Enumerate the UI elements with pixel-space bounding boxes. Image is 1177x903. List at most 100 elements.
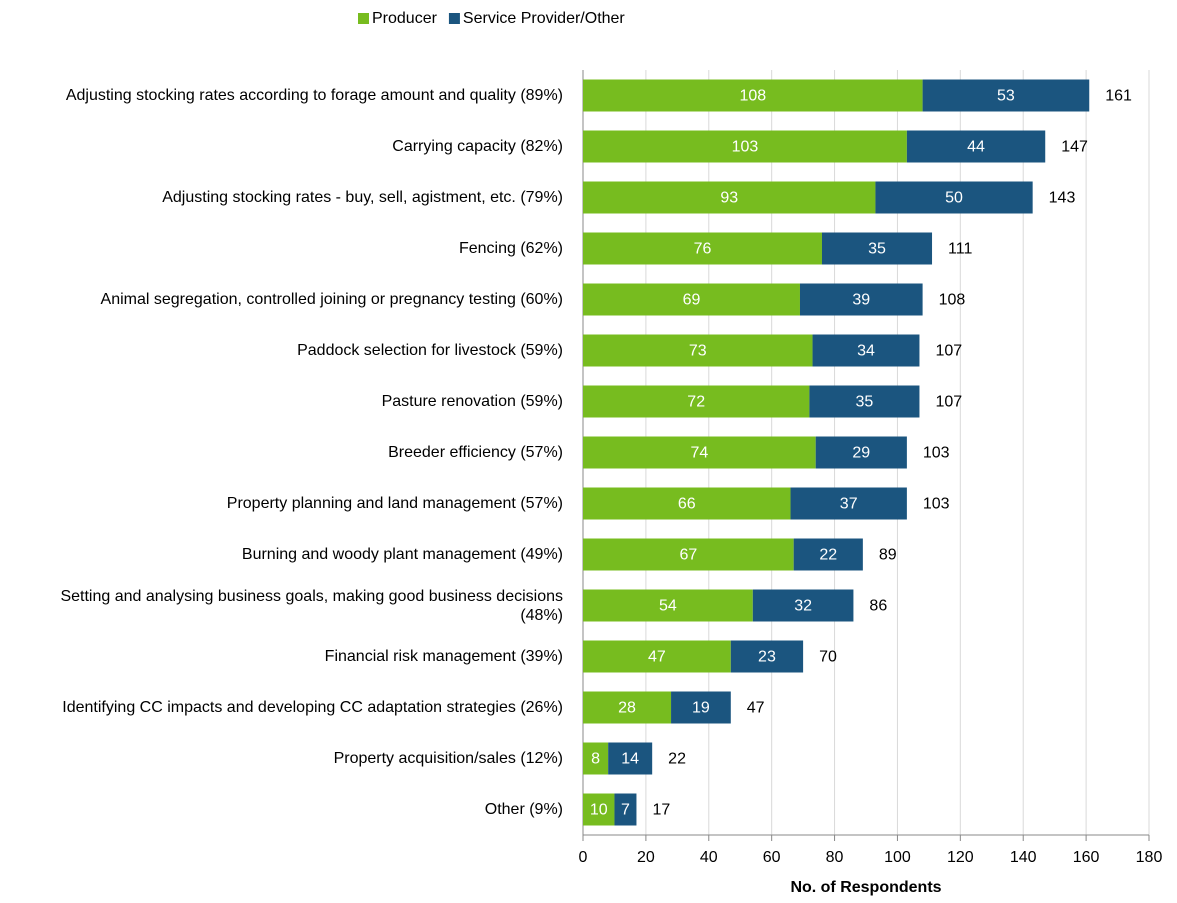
total-label: 103 [923,445,950,462]
x-axis-title: No. of Respondents [790,879,941,896]
category-text: Property planning and land management (5… [226,495,563,512]
category-text: Animal segregation, controlled joining o… [100,291,563,308]
category-text: Other (9%) [484,801,563,818]
legend-swatch [448,13,460,24]
bar [815,436,907,469]
bar [583,232,822,265]
y-tick-label: Property planning and land management (5… [0,478,563,529]
value-label: 67 [679,547,697,564]
bar [799,283,923,316]
total-label: 108 [939,292,966,309]
category-text: Carrying capacity (82%) [392,138,563,155]
bar [583,793,615,826]
category-text: Property acquisition/sales (12%) [333,750,563,767]
y-tick-label: Adjusting stocking rates according to fo… [0,70,563,121]
value-label: 74 [690,445,708,462]
total-label: 86 [869,598,887,615]
value-label: 10 [590,802,608,819]
value-label: 44 [967,139,985,156]
y-tick-label: Identifying CC impacts and developing CC… [0,682,563,733]
category-text: Financial risk management (39%) [324,648,563,665]
bar [793,538,863,571]
bar [812,334,920,367]
bar [583,283,800,316]
category-text: Burning and woody plant management (49%) [241,546,563,563]
total-label: 103 [923,496,950,513]
total-label: 89 [879,547,897,564]
y-tick-label: Pasture renovation (59%) [0,376,563,427]
y-tick-label: Financial risk management (39%) [0,631,563,682]
bar [583,691,672,724]
value-label: 76 [694,241,712,258]
total-label: 22 [668,751,686,768]
x-tick-label: 20 [637,849,655,866]
value-label: 29 [852,445,870,462]
x-tick-label: 60 [763,849,781,866]
value-label: 50 [945,190,963,207]
legend-swatch [358,13,369,24]
bar [875,181,1033,214]
value-label: 19 [692,700,710,717]
category-text: Pasture renovation (59%) [381,393,563,410]
value-label: 73 [689,343,707,360]
value-label: 35 [856,394,874,411]
bar [752,589,854,622]
category-text: Adjusting stocking rates - buy, sell, ag… [162,189,563,206]
bar [906,130,1046,163]
total-label: 161 [1105,88,1132,105]
value-label: 37 [840,496,858,513]
value-label: 108 [739,88,766,105]
value-label: 39 [852,292,870,309]
bar [821,232,933,265]
bar [583,487,791,520]
category-text: Paddock selection for livestock (59%) [297,342,563,359]
x-tick-label: 100 [884,849,911,866]
bar [583,385,810,418]
legend-label: Service Provider/Other [463,10,626,27]
x-tick-label: 40 [700,849,718,866]
bar [671,691,731,724]
category-text: Setting and analysing business goals, ma… [60,587,563,624]
x-tick-label: 140 [1010,849,1037,866]
bar [583,130,907,163]
value-label: 47 [648,649,666,666]
value-label: 7 [621,802,630,819]
x-tick-label: 160 [1073,849,1100,866]
value-label: 93 [720,190,738,207]
bar [730,640,804,673]
x-tick-label: 0 [579,849,588,866]
y-tick-label: Fencing (62%) [0,223,563,274]
value-label: 14 [621,751,639,768]
value-label: 66 [678,496,696,513]
y-tick-label: Breeder efficiency (57%) [0,427,563,478]
total-label: 147 [1061,139,1088,156]
value-label: 34 [857,343,875,360]
bar [608,742,653,775]
total-label: 111 [948,241,972,258]
total-label: 70 [819,649,837,666]
y-tick-label: Paddock selection for livestock (59%) [0,325,563,376]
y-tick-label: Setting and analysing business goals, ma… [0,580,563,631]
total-label: 47 [747,700,765,717]
bar [922,79,1090,112]
y-tick-label: Other (9%) [0,784,563,835]
total-label: 143 [1049,190,1076,207]
value-label: 23 [758,649,776,666]
bar [583,181,876,214]
legend-label: Producer [372,10,438,27]
x-tick-label: 180 [1136,849,1163,866]
bar [614,793,637,826]
bar [790,487,907,520]
bar [583,436,816,469]
x-tick-label: 120 [947,849,974,866]
value-label: 54 [659,598,677,615]
bar [583,742,609,775]
value-label: 22 [819,547,837,564]
value-label: 8 [591,751,600,768]
value-label: 28 [618,700,636,717]
x-tick-label: 80 [826,849,844,866]
value-label: 72 [687,394,705,411]
y-tick-label: Property acquisition/sales (12%) [0,733,563,784]
total-label: 107 [935,343,962,360]
